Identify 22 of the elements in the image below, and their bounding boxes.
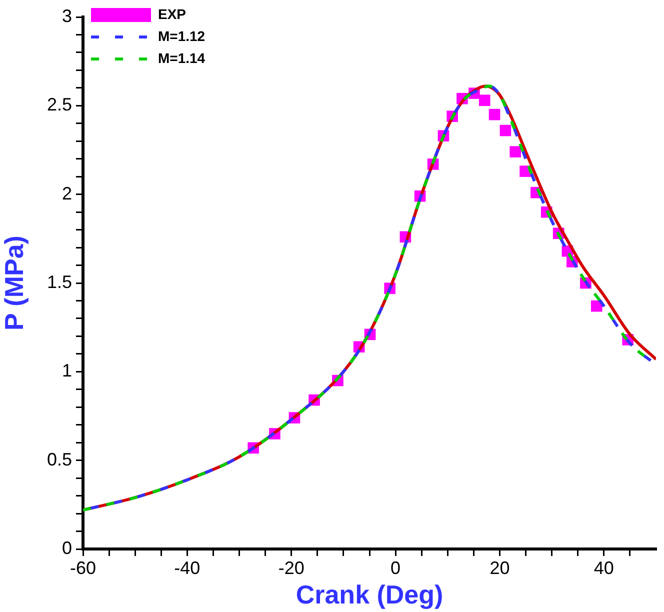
y-tick-label: 0.5: [46, 449, 72, 470]
y-tick-label: 1: [62, 360, 72, 381]
x-axis-title: Crank (Deg): [296, 580, 444, 610]
point: [500, 124, 512, 136]
y-tick-label: 2: [62, 183, 72, 204]
legend-label: M=1.14: [158, 50, 206, 66]
point: [510, 146, 522, 158]
x-tick-label: 0: [390, 558, 401, 578]
y-tick-label: 2.5: [46, 94, 72, 115]
y-tick-label: 3: [62, 6, 72, 26]
x-tick-label: -20: [278, 558, 304, 578]
y-axis-title: P (MPa): [0, 236, 29, 330]
point: [488, 108, 500, 120]
x-tick-label: 40: [594, 558, 614, 578]
x-tick-label: -60: [70, 558, 96, 578]
x-tick-label: 20: [490, 558, 510, 578]
y-tick-label: 0: [62, 538, 72, 558]
legend-label: EXP: [158, 6, 186, 22]
x-tick-label: -40: [174, 558, 200, 578]
y-tick-label: 1.5: [46, 272, 72, 292]
point: [478, 94, 490, 106]
legend-label: M=1.12: [158, 28, 206, 44]
